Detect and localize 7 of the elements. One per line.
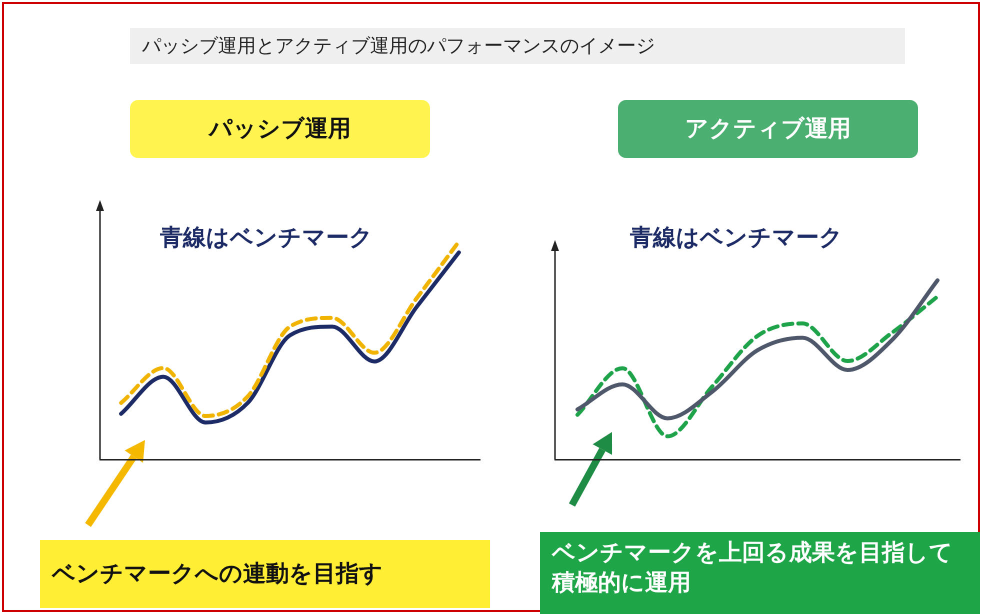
chart-subtitle: 青線はベンチマーク [630, 224, 843, 253]
chart-title: アクティブ運用 [618, 100, 918, 158]
chart-subtitle: 青線はベンチマーク [160, 224, 373, 253]
chart-title: パッシブ運用 [130, 100, 430, 158]
text: ベンチマークを上回る成果を目指して積極的に運用 [540, 532, 980, 614]
text: ベンチマークへの連動を目指す [40, 540, 490, 608]
text: パッシブ運用とアクティブ運用のパフォーマンスのイメージ [130, 28, 905, 64]
